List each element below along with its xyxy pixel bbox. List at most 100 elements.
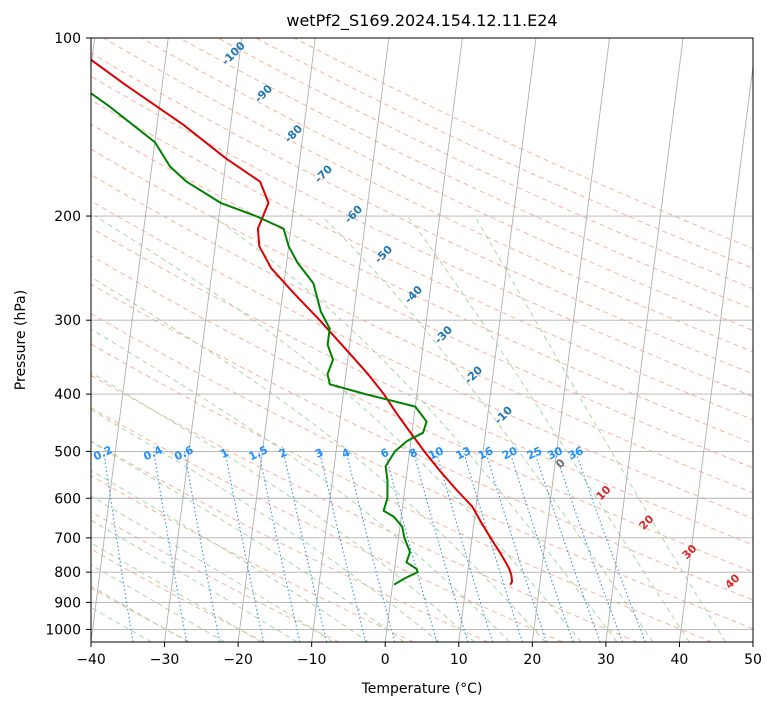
mixing-ratio-line <box>282 451 328 642</box>
x-tick-label: 20 <box>523 652 541 668</box>
x-tick-label: 0 <box>381 652 390 668</box>
mixing-ratio-label: 13 <box>454 444 473 462</box>
mixing-ratio-line <box>319 451 367 642</box>
y-tick-label: 900 <box>54 595 81 611</box>
moist-adiabat-label: 20 <box>637 512 657 532</box>
mixing-ratio-label: 30 <box>545 444 565 462</box>
x-tick-label: −20 <box>223 652 253 668</box>
dry-adiabat-line <box>91 255 753 573</box>
moist-adiabat-line <box>474 215 727 642</box>
x-tick-label: −10 <box>297 652 327 668</box>
x-tick-label: 50 <box>744 652 762 668</box>
dry-adiabat-line <box>293 38 753 250</box>
isotherm-line <box>384 38 463 642</box>
y-axis-label: Pressure (hPa) <box>13 290 29 390</box>
isotherm-line <box>164 38 243 642</box>
mixing-ratio-line <box>183 451 221 642</box>
x-tick-label: 30 <box>597 652 615 668</box>
plot-area: 0.1 0.2 0.4 0.6 1 1.5 2 3 4 6 8 10 13 16 20 25 30 36-100-… <box>91 38 753 642</box>
dry-adiabat-line <box>91 227 753 546</box>
mixing-ratio-line <box>533 451 601 642</box>
mixing-ratio-label: 0.4 <box>141 443 164 463</box>
isotherm-line <box>678 62 753 642</box>
x-tick-label: −40 <box>76 652 106 668</box>
y-tick-label: 300 <box>54 313 81 329</box>
moist-adiabat-line <box>212 215 618 642</box>
mixing-ratio-label: 0.2 <box>91 443 114 463</box>
y-tick-label: 100 <box>54 31 81 47</box>
axes: −40 −30 −20 −10 0 10 20 30 40 5010020030040050060… <box>45 31 762 668</box>
mixing-ratio-label: 10 <box>426 444 446 462</box>
isotherm-line <box>237 38 316 642</box>
dewpoint-profile-line <box>91 92 428 586</box>
dry-adiabat-line <box>217 38 753 290</box>
mixing-ratio-line <box>435 451 494 642</box>
mixing-ratio-line <box>345 451 396 642</box>
moist-adiabat-line <box>91 409 440 642</box>
moist-adiabat-line <box>94 215 582 642</box>
mixing-ratio-line <box>412 451 469 642</box>
moist-adiabat-line <box>321 215 654 642</box>
mixing-ratio-line <box>484 451 548 642</box>
x-tick-label: 10 <box>450 652 468 668</box>
moist-adiabat-line <box>91 328 511 642</box>
dry-adiabat-line <box>91 99 753 421</box>
isotherm-line <box>458 38 537 642</box>
x-axis-label: Temperature (°C) <box>361 681 483 697</box>
dry-adiabat-label: -90 <box>252 82 275 105</box>
moist-adiabat-line <box>91 585 189 642</box>
dry-adiabat-label: -70 <box>312 162 335 185</box>
mixing-ratio-line <box>509 451 574 642</box>
y-tick-label: 800 <box>54 565 81 581</box>
mixing-ratio-line <box>224 451 265 642</box>
chart-title: wetPf2_S169.2024.154.12.11.E24 <box>286 11 557 31</box>
dry-adiabat-line <box>91 52 753 375</box>
x-tick-label: 40 <box>671 652 689 668</box>
moist-adiabat-line <box>91 372 475 642</box>
mixing-ratio-label: 16 <box>476 444 496 462</box>
mixing-ratio-line <box>384 451 438 642</box>
isotherm-line <box>605 38 684 642</box>
dry-adiabat-line <box>91 511 340 642</box>
moist-adiabat-line <box>91 276 546 642</box>
mixing-ratio-line <box>153 451 188 642</box>
dry-adiabat-line <box>91 148 753 469</box>
mixing-ratio-line <box>554 451 624 642</box>
mixing-ratio-label: 1 <box>218 446 230 461</box>
isotherm-line <box>531 38 610 642</box>
dry-adiabat-label: -50 <box>372 243 395 266</box>
y-tick-label: 600 <box>54 491 81 507</box>
moist-adiabat-label: 40 <box>723 571 743 591</box>
isotherm-line <box>752 638 753 642</box>
temperature-profile-line <box>91 58 514 586</box>
y-tick-label: 700 <box>54 531 81 547</box>
dry-adiabat-line <box>91 475 414 642</box>
dry-adiabat-line <box>91 283 753 601</box>
mixing-ratio-label: 1.5 <box>247 443 270 463</box>
dry-adiabat-label: -100 <box>219 39 248 68</box>
mixing-ratio-line <box>258 451 301 642</box>
moist-adiabat-label: 30 <box>680 542 700 562</box>
y-tick-label: 500 <box>54 444 81 460</box>
moist-adiabat-line <box>407 215 690 642</box>
x-tick-label: −30 <box>150 652 180 668</box>
moist-adiabat-label: 0 <box>553 456 568 471</box>
moist-adiabat-line <box>91 542 262 642</box>
moist-adiabat-label: 10 <box>594 483 614 503</box>
mixing-ratio-label: 3 <box>313 446 325 461</box>
dry-adiabat-label: -20 <box>462 363 485 386</box>
dry-adiabat-line <box>103 38 753 353</box>
moist-adiabat-line <box>91 519 298 642</box>
dry-adiabat-line <box>91 200 753 520</box>
plot-frame <box>90 37 754 643</box>
mixing-ratio-label: 0.6 <box>172 443 195 463</box>
isotherm-line <box>311 38 390 642</box>
dry-adiabat-line <box>91 313 753 630</box>
moist-adiabat-line <box>91 441 404 642</box>
mixing-ratio-label: 36 <box>566 444 586 462</box>
mixing-ratio-line <box>103 451 134 642</box>
mixing-ratio-label: 20 <box>500 444 520 462</box>
mixing-ratio-line <box>462 451 524 642</box>
mixing-ratio-label: 25 <box>525 444 544 462</box>
